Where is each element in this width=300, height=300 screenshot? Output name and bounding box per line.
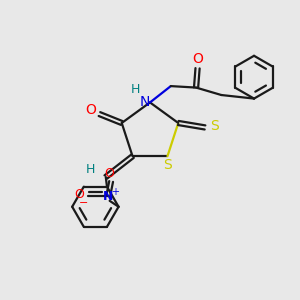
Text: +: + — [111, 188, 119, 197]
Text: H: H — [86, 163, 96, 176]
Text: S: S — [210, 119, 219, 133]
Text: −: − — [79, 198, 88, 208]
Text: S: S — [163, 158, 172, 172]
Text: N: N — [103, 190, 113, 203]
Text: H: H — [130, 83, 140, 97]
Text: O: O — [105, 167, 115, 180]
Text: O: O — [85, 103, 96, 117]
Text: O: O — [193, 52, 204, 66]
Text: O: O — [74, 188, 84, 201]
Text: N: N — [140, 95, 150, 110]
